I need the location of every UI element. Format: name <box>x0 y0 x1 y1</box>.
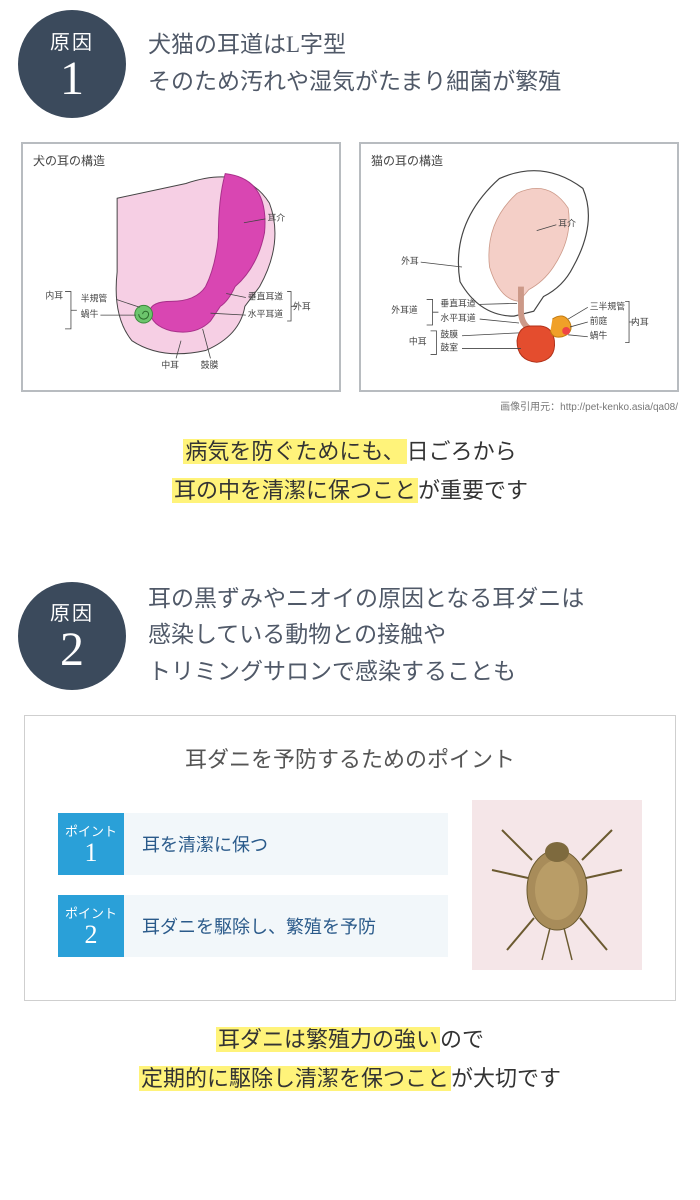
point-1-badge: ポイント 1 <box>58 813 124 875</box>
image-citation: 画像引用元：http://pet-kenko.asia/qa08/ <box>0 392 700 413</box>
svg-text:垂直耳道: 垂直耳道 <box>248 290 283 301</box>
svg-text:耳介: 耳介 <box>558 219 576 229</box>
svg-text:中耳: 中耳 <box>409 336 427 347</box>
svg-text:鼓膜: 鼓膜 <box>201 359 219 370</box>
ear-diagrams: 犬の耳の構造 内耳 半規管 蝸牛 耳介 垂直耳道 <box>0 142 700 392</box>
point-row-2: ポイント 2 耳ダニを駆除し、繁殖を予防 <box>58 895 448 957</box>
svg-text:外耳道: 外耳道 <box>391 304 418 315</box>
hl2-b: ので <box>440 1027 484 1052</box>
cause-1-line1: 犬猫の耳道はL字型 <box>148 27 561 64</box>
hl1-c: 耳の中を清潔に保つこと <box>172 478 418 503</box>
hl2-d: が大切です <box>451 1066 561 1091</box>
svg-text:内耳: 内耳 <box>45 289 63 300</box>
cause-1-badge-num: 1 <box>60 55 84 103</box>
point-2-num: 2 <box>85 922 98 948</box>
cause-2-text: 耳の黒ずみやニオイの原因となる耳ダニは 感染している動物との接触や トリミングサ… <box>148 581 584 691</box>
svg-text:垂直耳道: 垂直耳道 <box>440 297 475 308</box>
dog-ear-svg: 内耳 半規管 蝸牛 耳介 垂直耳道 水平耳道 外耳 中耳 鼓膜 <box>33 154 329 380</box>
svg-text:水平耳道: 水平耳道 <box>440 312 475 323</box>
svg-text:鼓膜: 鼓膜 <box>440 329 458 340</box>
svg-text:前庭: 前庭 <box>590 315 608 326</box>
dog-diagram-title: 犬の耳の構造 <box>33 152 105 169</box>
svg-text:内耳: 内耳 <box>631 316 649 327</box>
cause-2-line2: 感染している動物との接触や <box>148 617 584 654</box>
svg-text:三半規管: 三半規管 <box>590 300 625 311</box>
points-body: ポイント 1 耳を清潔に保つ ポイント 2 耳ダニを駆除し、繁殖を予防 <box>47 800 653 970</box>
svg-text:蝸牛: 蝸牛 <box>81 308 99 319</box>
hl2-c: 定期的に駆除し清潔を保つこと <box>139 1066 451 1091</box>
cause-2-line1: 耳の黒ずみやニオイの原因となる耳ダニは <box>148 581 584 618</box>
cause-2-badge-num: 2 <box>60 626 84 674</box>
hl1-b: 日ごろから <box>407 439 517 464</box>
svg-text:耳介: 耳介 <box>267 213 285 223</box>
cause-1-line2: そのため汚れや湿気がたまり細菌が繁殖 <box>148 64 561 101</box>
cause-2-badge: 原因 2 <box>18 582 126 690</box>
ear-mite-image <box>472 800 642 970</box>
cause-1-badge-label: 原因 <box>50 26 94 55</box>
point-1-text: 耳を清潔に保つ <box>124 831 268 857</box>
svg-text:中耳: 中耳 <box>161 359 179 370</box>
cat-diagram-title: 猫の耳の構造 <box>371 152 443 169</box>
hl1-d: が重要です <box>418 478 528 503</box>
cause-2-section: 原因 2 耳の黒ずみやニオイの原因となる耳ダニは 感染している動物との接触や ト… <box>0 571 700 1119</box>
dog-ear-diagram: 犬の耳の構造 内耳 半規管 蝸牛 耳介 垂直耳道 <box>21 142 341 392</box>
prevention-points-card: 耳ダニを予防するためのポイント ポイント 1 耳を清潔に保つ ポイント 2 耳ダ… <box>24 715 676 1001</box>
cause-2-badge-label: 原因 <box>50 597 94 626</box>
points-title: 耳ダニを予防するためのポイント <box>47 742 653 774</box>
svg-text:鼓室: 鼓室 <box>440 342 458 353</box>
svg-text:半規管: 半規管 <box>81 292 108 303</box>
point-2-badge: ポイント 2 <box>58 895 124 957</box>
highlight-2: 耳ダニは繁殖力の強いので 定期的に駆除し清潔を保つことが大切です <box>0 1001 700 1119</box>
point-row-1: ポイント 1 耳を清潔に保つ <box>58 813 448 875</box>
cat-ear-svg: 耳介 外耳 外耳道 垂直耳道 水平耳道 鼓膜 鼓室 中耳 三半規管 前庭 <box>371 154 667 380</box>
svg-text:蝸牛: 蝸牛 <box>590 330 608 341</box>
point-2-text: 耳ダニを駆除し、繁殖を予防 <box>124 913 376 939</box>
hl1-a: 病気を防ぐためにも、 <box>183 439 406 464</box>
cat-ear-diagram: 猫の耳の構造 耳介 外耳 外耳道 垂直耳道 <box>359 142 679 392</box>
cause-1-header: 原因 1 犬猫の耳道はL字型 そのため汚れや湿気がたまり細菌が繁殖 <box>0 0 700 142</box>
svg-text:外耳: 外耳 <box>401 255 419 266</box>
point-1-num: 1 <box>85 840 98 866</box>
cause-1-text: 犬猫の耳道はL字型 そのため汚れや湿気がたまり細菌が繁殖 <box>148 27 561 101</box>
svg-text:水平耳道: 水平耳道 <box>248 308 283 319</box>
cause-1-badge: 原因 1 <box>18 10 126 118</box>
cause-2-line3: トリミングサロンで感染することも <box>148 654 584 691</box>
svg-text:外耳: 外耳 <box>293 300 311 311</box>
highlight-1: 病気を防ぐためにも、日ごろから 耳の中を清潔に保つことが重要です <box>0 413 700 531</box>
cause-2-header: 原因 2 耳の黒ずみやニオイの原因となる耳ダニは 感染している動物との接触や ト… <box>0 571 700 715</box>
cause-1-section: 原因 1 犬猫の耳道はL字型 そのため汚れや湿気がたまり細菌が繁殖 犬の耳の構造… <box>0 0 700 531</box>
points-list: ポイント 1 耳を清潔に保つ ポイント 2 耳ダニを駆除し、繁殖を予防 <box>58 813 448 957</box>
hl2-a: 耳ダニは繁殖力の強い <box>216 1027 440 1052</box>
